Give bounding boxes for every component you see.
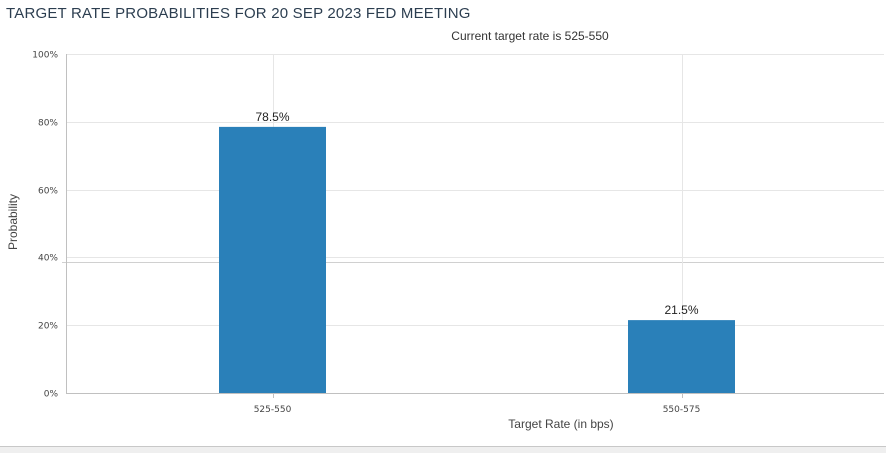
y-tick-label: 100% [32, 51, 58, 61]
gridlines [62, 54, 884, 393]
y-tick-label: 80% [38, 119, 58, 129]
y-tick-label: 40% [38, 254, 58, 264]
y-tick-label: 20% [38, 322, 58, 332]
y-tick-label: 0% [44, 390, 59, 400]
data-label: 21.5% [664, 303, 698, 317]
page-title: TARGET RATE PROBABILITIES FOR 20 SEP 202… [6, 5, 471, 22]
bars [219, 126, 735, 393]
labels: 0% 20% 40% 60% 80% 100% 78.5% 525-550 21.5% 550-5… [32, 51, 700, 416]
y-tick-label: 60% [38, 187, 58, 197]
x-tick-label: 550-575 [663, 405, 701, 415]
x-tick-label: 525-550 [254, 405, 292, 415]
x-axis-title: Target Rate (in bps) [508, 417, 613, 431]
bar-550-575[interactable] [628, 320, 735, 393]
axes [66, 54, 884, 398]
data-label: 78.5% [255, 110, 289, 124]
chart-subtitle: Current target rate is 525-550 [451, 29, 609, 43]
y-axis-title: Probability [6, 194, 20, 250]
bar-525-550[interactable] [219, 126, 326, 393]
footer-divider [0, 446, 886, 453]
